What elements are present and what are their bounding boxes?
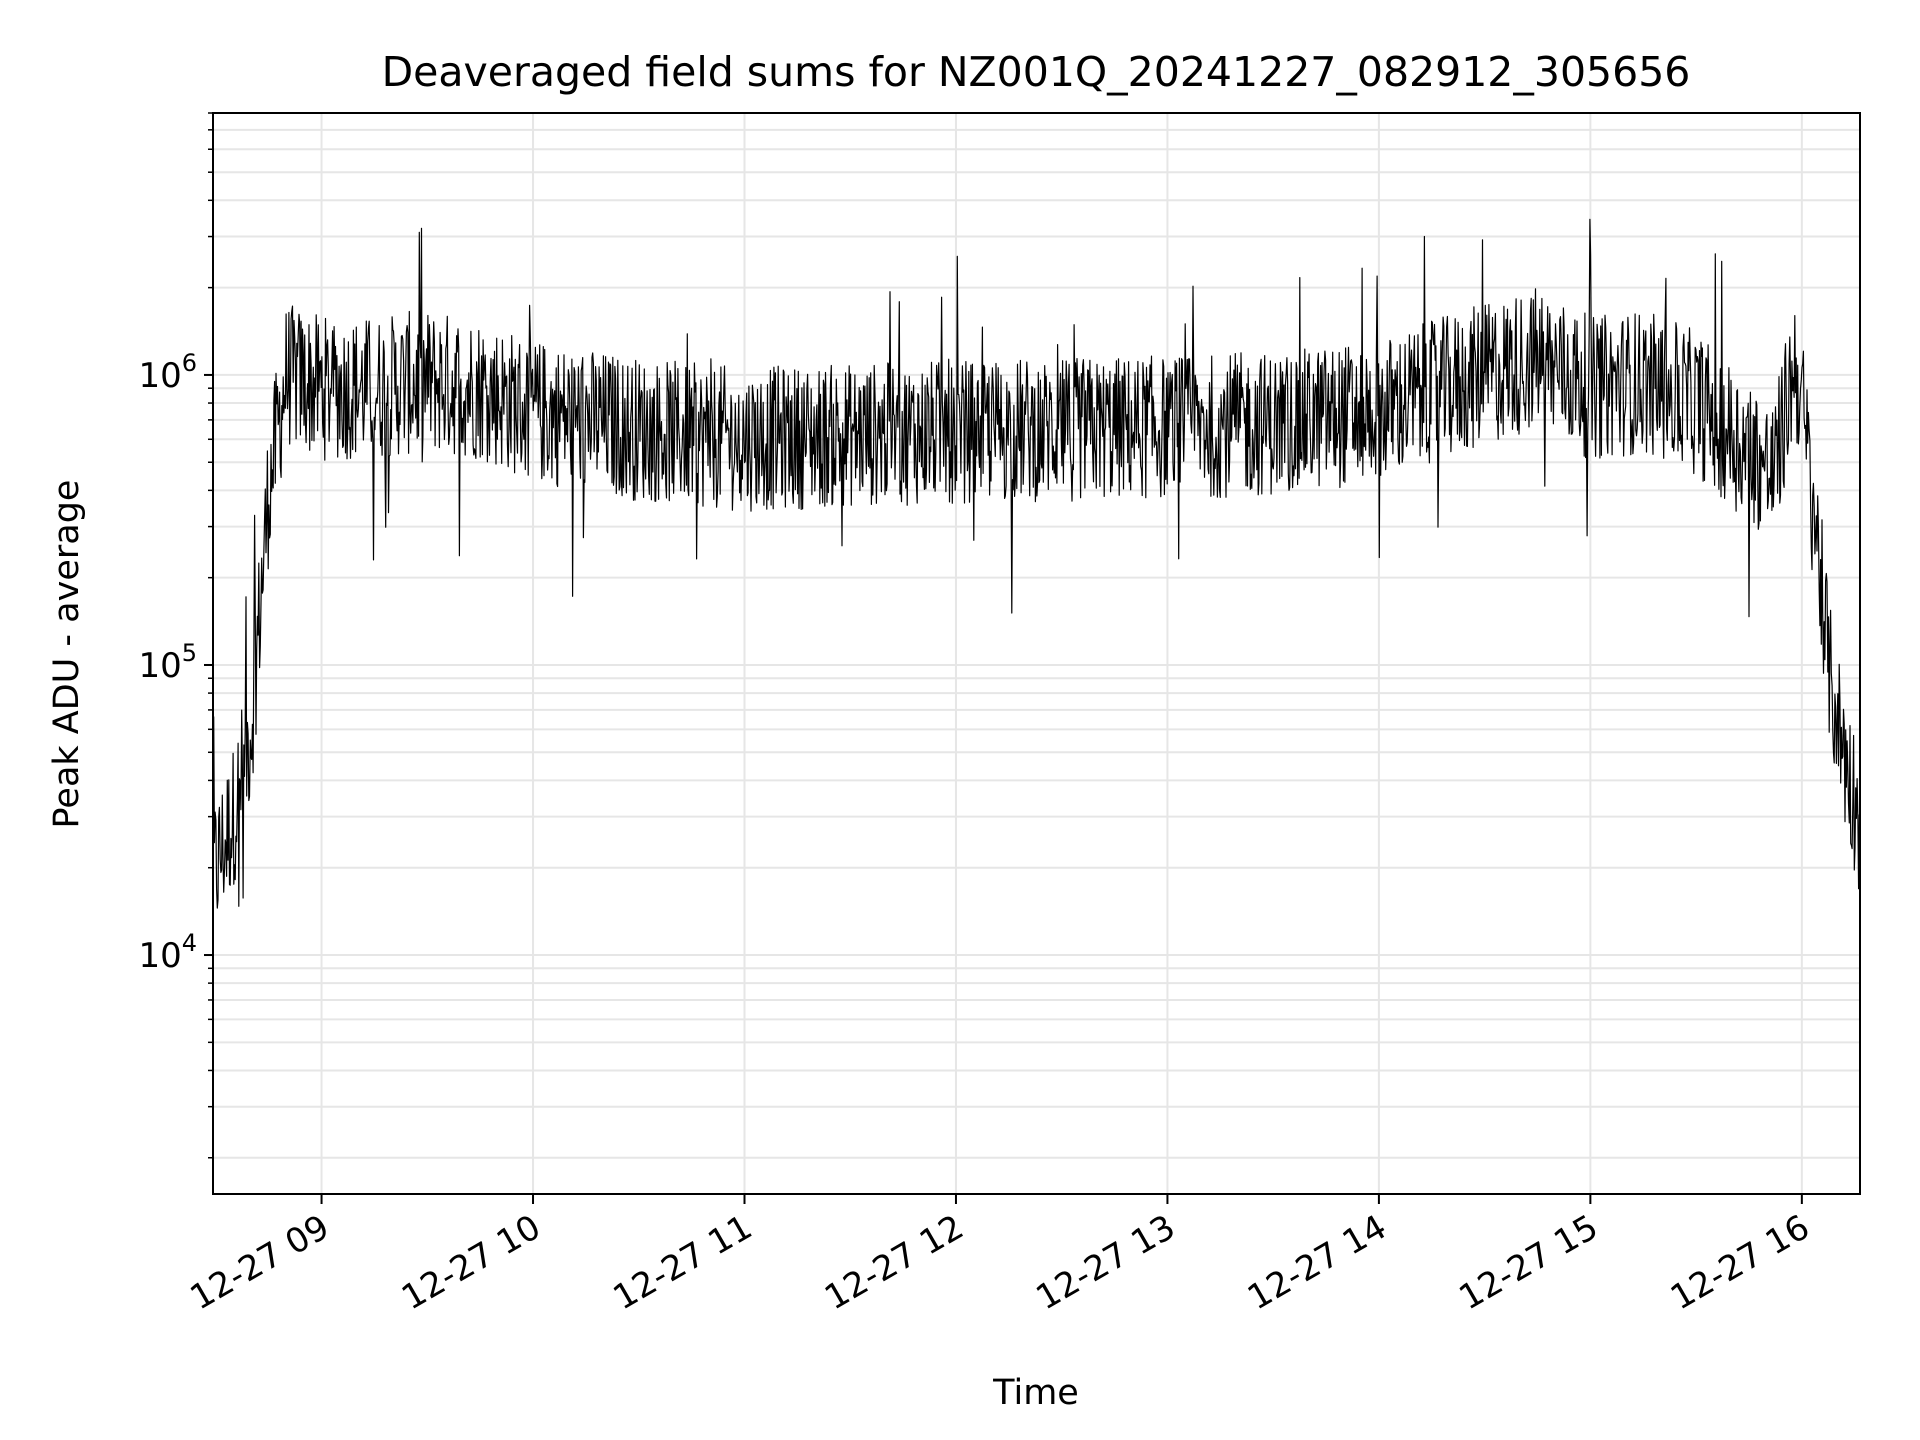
y-tick-label: 104 <box>138 929 197 976</box>
y-tick-label-exponent: 6 <box>182 349 197 377</box>
y-tick-label: 105 <box>138 639 197 686</box>
y-tick-label-base: 10 <box>138 936 181 976</box>
y-axis-label: Peak ADU - average <box>47 480 87 829</box>
x-axis-label: Time <box>992 1373 1079 1413</box>
y-tick-label-exponent: 5 <box>182 639 197 667</box>
grid <box>213 112 1860 1194</box>
y-tick-label-exponent: 4 <box>182 929 197 957</box>
chart-title: Deaveraged field sums for NZ001Q_2024122… <box>382 48 1691 96</box>
plot-area <box>212 218 1861 909</box>
y-tick-label-base: 10 <box>138 646 181 686</box>
y-tick-label: 106 <box>138 349 197 396</box>
plot-frame <box>212 112 1861 1195</box>
series-line <box>212 218 1861 909</box>
y-tick-label-base: 10 <box>138 356 181 396</box>
